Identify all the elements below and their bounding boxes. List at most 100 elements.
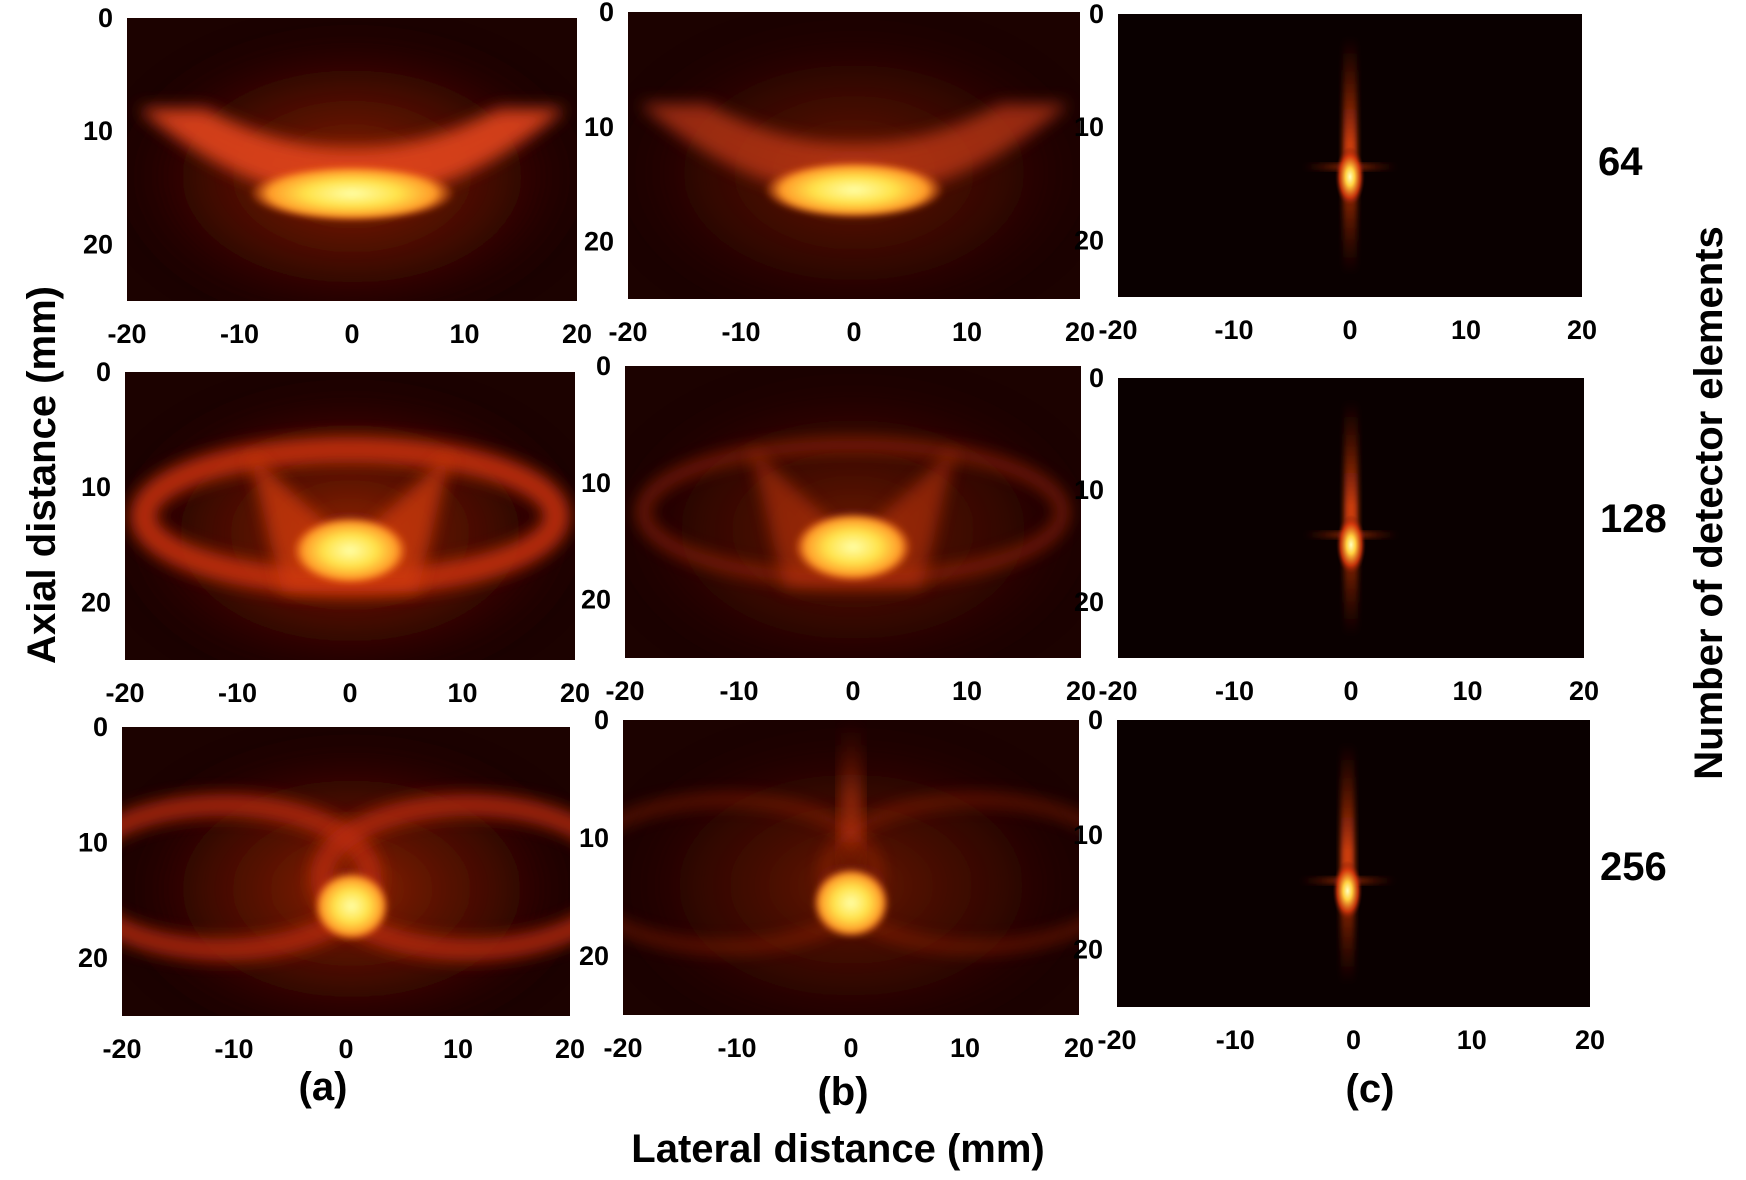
x-tick-label: -10 — [220, 319, 259, 349]
y-tick-label: 10 — [83, 116, 113, 146]
x-tick-label: 10 — [443, 1034, 473, 1064]
y-tick-label: 10 — [579, 823, 609, 853]
intensity-core — [291, 516, 409, 586]
x-tick-label: -20 — [102, 1034, 141, 1064]
y-tick-label: 10 — [81, 472, 111, 502]
x-tick-label: 10 — [950, 1033, 980, 1063]
x-tick-label: -10 — [1216, 1025, 1255, 1055]
intensity-core — [793, 511, 913, 583]
y-tick-label: 0 — [98, 3, 113, 33]
x-tick-label: -20 — [1097, 1025, 1136, 1055]
x-tick-label: -20 — [1098, 676, 1137, 706]
x-tick-label: -10 — [218, 678, 257, 708]
y-tick-label: 20 — [81, 587, 111, 617]
y-axis-title: Axial distance (mm) — [20, 286, 64, 664]
y-tick-label: 20 — [579, 941, 609, 971]
x-tick-label: 0 — [846, 317, 861, 347]
x-tick-label: 10 — [447, 678, 477, 708]
row-label-64: 64 — [1598, 140, 1643, 184]
x-tick-label: 10 — [1451, 315, 1481, 345]
y-tick-label: 10 — [1074, 475, 1104, 505]
panel-c-64: -20 -10 0 10 20 0 10 20 — [1074, 0, 1597, 345]
y-tick-label: 0 — [1089, 0, 1104, 29]
right-axis-title: Number of detector elements — [1687, 226, 1731, 779]
intensity-core — [763, 161, 945, 219]
x-tick-label: -20 — [603, 1033, 642, 1063]
psf-peak — [1336, 514, 1366, 575]
x-tick-label: 10 — [1452, 676, 1482, 706]
lobe-right — [820, 794, 1079, 953]
y-tick-label: 0 — [594, 705, 609, 735]
x-tick-label: 20 — [1575, 1025, 1605, 1055]
column-label-c: (c) — [1346, 1067, 1395, 1111]
x-tick-label: 0 — [338, 1034, 353, 1064]
panel-b-128: -20 -10 0 10 20 0 10 20 — [581, 351, 1096, 706]
x-tick-label: -20 — [107, 319, 146, 349]
x-tick-label: 20 — [562, 319, 592, 349]
x-tick-label: 10 — [952, 317, 982, 347]
x-tick-label: 10 — [1457, 1025, 1487, 1055]
y-tick-label: 20 — [581, 585, 611, 615]
y-tick-label: 0 — [1089, 363, 1104, 393]
panel-a-256: -20 -10 0 10 20 0 10 20 — [78, 712, 585, 1064]
x-tick-label: 0 — [1343, 676, 1358, 706]
y-tick-label: 20 — [584, 227, 614, 257]
y-tick-label: 10 — [1073, 820, 1103, 850]
x-tick-label: -10 — [214, 1034, 253, 1064]
arc-artifact — [639, 103, 1069, 196]
row-label-128: 128 — [1600, 497, 1667, 541]
y-tick-label: 10 — [78, 828, 108, 858]
x-tick-label: -10 — [1214, 315, 1253, 345]
psf-peak — [1335, 146, 1365, 207]
x-axis-title: Lateral distance (mm) — [631, 1127, 1044, 1171]
x-tick-label: 20 — [1567, 315, 1597, 345]
x-tick-label: -20 — [605, 676, 644, 706]
y-tick-label: 20 — [1074, 587, 1104, 617]
lobe-left — [623, 794, 882, 953]
x-tick-label: 20 — [1066, 676, 1096, 706]
y-tick-label: 0 — [596, 351, 611, 381]
x-tick-label: 10 — [952, 676, 982, 706]
panel-a-128: -20 -10 0 10 20 0 10 20 — [81, 357, 590, 708]
x-tick-label: 0 — [1346, 1025, 1361, 1055]
x-tick-label: 0 — [845, 676, 860, 706]
y-tick-label: 20 — [1073, 935, 1103, 965]
x-tick-label: 0 — [843, 1033, 858, 1063]
vertical-streak — [841, 720, 861, 897]
x-tick-label: 0 — [1342, 315, 1357, 345]
intensity-core — [812, 867, 890, 939]
x-tick-label: -10 — [717, 1033, 756, 1063]
lobe-right — [310, 794, 570, 961]
x-tick-label: -10 — [721, 317, 760, 347]
arc-artifact — [138, 108, 566, 200]
panel-b-64: -20 -10 0 10 20 0 10 20 — [584, 0, 1095, 347]
y-tick-label: 0 — [599, 0, 614, 27]
x-tick-label: 0 — [342, 678, 357, 708]
row-label-256: 256 — [1600, 845, 1667, 889]
panel-b-256: -20 -10 0 10 20 0 10 20 — [579, 705, 1094, 1063]
x-tick-label: 0 — [344, 319, 359, 349]
y-tick-label: 20 — [83, 229, 113, 259]
x-tick-label: 20 — [1065, 317, 1095, 347]
x-tick-label: 20 — [1569, 676, 1599, 706]
intensity-core — [248, 165, 456, 222]
column-label-b: (b) — [817, 1070, 868, 1114]
y-tick-label: 0 — [96, 357, 111, 387]
psf-peak — [1332, 860, 1363, 921]
x-tick-label: 20 — [1064, 1033, 1094, 1063]
y-tick-label: 10 — [584, 112, 614, 142]
y-tick-label: 20 — [78, 943, 108, 973]
y-tick-label: 0 — [1088, 705, 1103, 735]
x-tick-label: 20 — [555, 1034, 585, 1064]
x-tick-label: -20 — [1098, 315, 1137, 345]
x-tick-label: -10 — [719, 676, 758, 706]
panel-c-128: -20 -10 0 10 20 0 10 20 — [1074, 363, 1599, 706]
x-tick-label: -20 — [105, 678, 144, 708]
x-tick-label: -20 — [608, 317, 647, 347]
y-tick-label: 10 — [1074, 112, 1104, 142]
y-tick-label: 0 — [93, 712, 108, 742]
y-tick-label: 20 — [1074, 225, 1104, 255]
x-tick-label: -10 — [1215, 676, 1254, 706]
